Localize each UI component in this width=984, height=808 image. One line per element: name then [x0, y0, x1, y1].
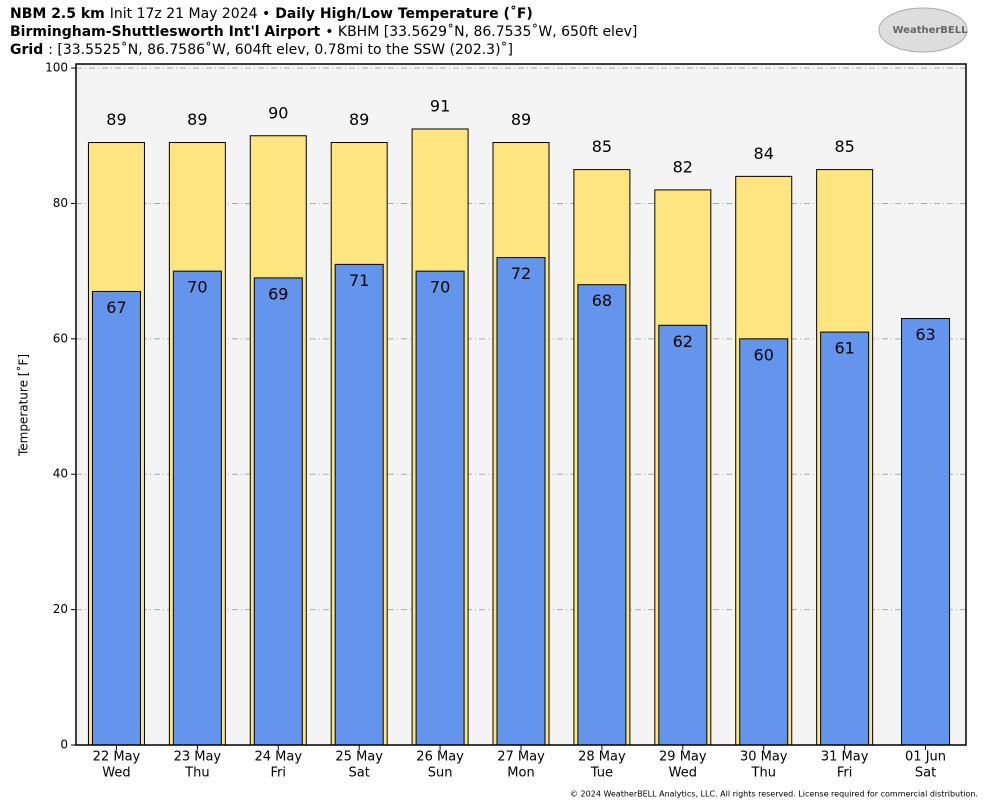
x-tick-label: 23 May	[174, 750, 222, 765]
title-segment: Grid	[10, 42, 43, 58]
plot-frame	[75, 63, 967, 746]
x-tick-label: 28 May	[578, 750, 626, 765]
x-tick-label: 31 May	[821, 750, 869, 765]
x-tick-weekday: Tue	[590, 766, 613, 781]
bar	[415, 270, 465, 746]
data-label: 70	[430, 278, 450, 297]
bar	[172, 270, 222, 746]
data-label: 90	[268, 103, 288, 122]
data-label: 72	[511, 264, 531, 283]
title-segment: Daily High/Low Temperature (˚F)	[275, 5, 533, 22]
bar	[901, 318, 951, 746]
title-line: Grid : [33.5525˚N, 86.7586˚W, 604ft elev,…	[10, 41, 513, 58]
title-segment: : [33.5525˚N, 86.7586˚W, 604ft elev, 0.7…	[48, 41, 513, 58]
data-label: 84	[754, 144, 774, 163]
x-tick-weekday: Thu	[751, 766, 776, 781]
data-label: 62	[673, 332, 693, 351]
data-label: 82	[673, 157, 693, 176]
y-tick-label: 0	[60, 738, 68, 752]
data-label: 71	[349, 271, 369, 290]
y-tick-label: 80	[53, 196, 68, 210]
logo-badge	[878, 7, 968, 53]
data-label: 67	[106, 298, 126, 317]
x-tick-label: 26 May	[416, 750, 464, 765]
bar	[91, 290, 141, 746]
bar	[577, 284, 627, 746]
data-label: 70	[187, 278, 207, 297]
x-tick-weekday: Sun	[428, 766, 453, 781]
x-tick-weekday: Sat	[915, 766, 936, 781]
data-label: 69	[268, 284, 288, 303]
x-tick-weekday: Fri	[271, 766, 287, 781]
data-label: 89	[187, 110, 207, 129]
bar	[739, 338, 789, 746]
title-line: NBM 2.5 km Init 17z 21 May 2024 • Daily Hi…	[10, 5, 533, 22]
x-tick-label: 29 May	[659, 750, 707, 765]
x-tick-label: 25 May	[335, 750, 383, 765]
x-tick-weekday: Mon	[507, 766, 534, 781]
title-segment: Init 17z 21 May 2024 •	[110, 6, 270, 22]
title-segment: NBM 2.5 km	[10, 6, 105, 22]
data-label: 89	[106, 110, 126, 129]
y-tick-label: 40	[53, 467, 68, 481]
bar	[253, 277, 303, 746]
y-tick-label: 20	[53, 602, 68, 616]
bar	[496, 257, 546, 746]
bar	[820, 331, 870, 746]
data-label: 60	[754, 345, 774, 364]
title-segment: • KBHM [33.5629˚N, 86.7535˚W, 650ft elev…	[325, 23, 637, 40]
bar	[334, 263, 384, 746]
x-tick-weekday: Sat	[349, 766, 370, 781]
x-tick-weekday: Wed	[669, 766, 697, 781]
bar	[658, 324, 708, 746]
x-tick-label: 22 May	[93, 750, 141, 765]
x-tick-label: 24 May	[254, 750, 302, 765]
data-label: 85	[592, 137, 612, 156]
x-tick-label: 27 May	[497, 750, 545, 765]
data-label: 61	[834, 339, 854, 358]
x-tick-label: 01 Jun	[905, 750, 946, 765]
logo-text: WeatherBELL	[892, 25, 968, 36]
x-tick-weekday: Wed	[102, 766, 130, 781]
data-label: 89	[511, 110, 531, 129]
data-label: 89	[349, 110, 369, 129]
data-label: 91	[430, 96, 450, 115]
y-tick-label: 60	[53, 331, 68, 345]
title-line: Birmingham-Shuttlesworth Int'l Airport • …	[10, 23, 637, 40]
y-tick-label: 100	[45, 61, 68, 75]
data-label: 68	[592, 291, 612, 310]
data-label: 63	[915, 325, 935, 344]
data-label: 85	[834, 137, 854, 156]
x-tick-weekday: Fri	[837, 766, 853, 781]
x-tick-label: 30 May	[740, 750, 788, 765]
y-axis-label: Temperature [˚F]	[16, 354, 31, 457]
x-tick-weekday: Thu	[184, 766, 209, 781]
footer: © 2024 WeatherBELL Analytics, LLC. All r…	[570, 790, 978, 799]
title-segment: Birmingham-Shuttlesworth Int'l Airport	[10, 24, 320, 40]
logo: WeatherBELL	[878, 7, 968, 53]
